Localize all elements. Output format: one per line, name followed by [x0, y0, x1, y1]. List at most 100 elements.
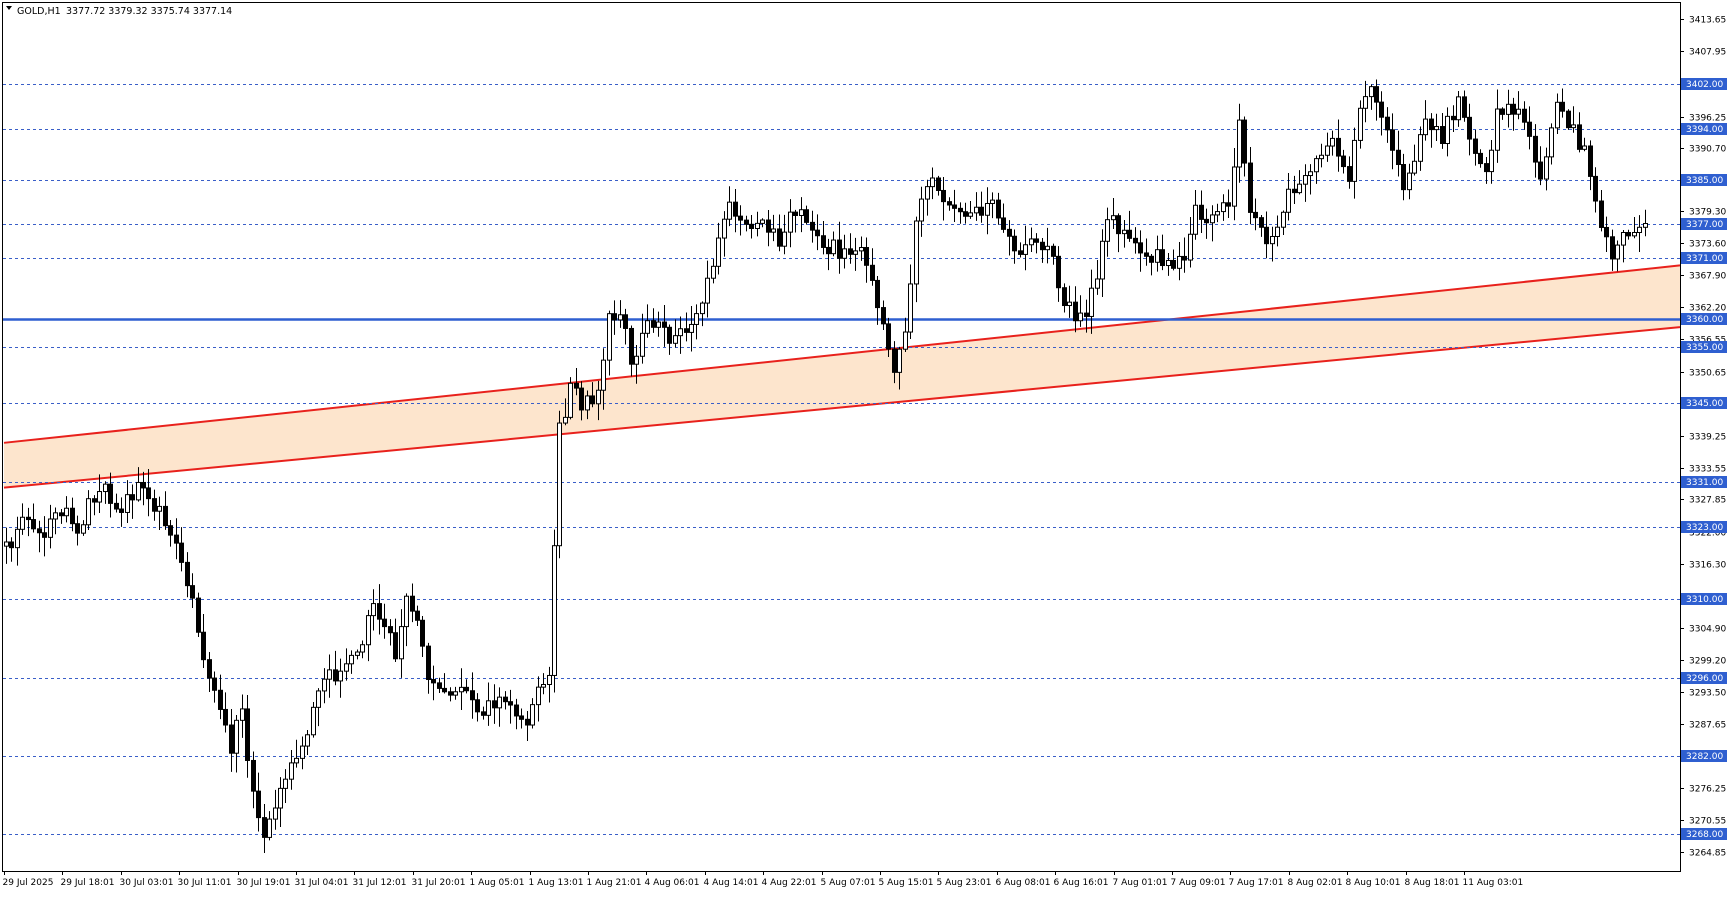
channel-lower-line[interactable]	[3, 326, 1681, 489]
level-label-3360.00: 3360.00	[1686, 315, 1723, 325]
candle	[875, 275, 880, 325]
candle	[881, 300, 886, 331]
candle-body	[990, 199, 995, 204]
level-label-bg	[1681, 593, 1727, 605]
candle-body	[645, 320, 650, 334]
candle	[629, 325, 634, 377]
level-label-bg	[1681, 397, 1727, 409]
candle	[662, 305, 667, 347]
candle	[15, 516, 20, 566]
price-tick-label: 3413.65	[1689, 16, 1726, 26]
channel-upper-line[interactable]	[3, 264, 1681, 444]
time-tick-label: 5 Aug 07:01	[821, 878, 876, 888]
candle-body	[404, 595, 409, 628]
candle	[64, 496, 69, 523]
candle	[377, 584, 382, 635]
candle-body	[947, 201, 952, 206]
time-axis[interactable]: 29 Jul 2025 29 Jul 18:01 30 Jul 03:01 30 Ju…	[3, 871, 1524, 888]
candle	[464, 679, 469, 694]
candle	[1566, 109, 1571, 130]
candle-body	[1067, 301, 1072, 307]
price-tick-label: 3327.85	[1689, 496, 1726, 506]
candle-body	[289, 762, 294, 780]
candle-body	[212, 677, 217, 691]
candle-body	[185, 561, 190, 587]
candle	[1412, 144, 1417, 176]
candle	[749, 215, 754, 239]
candle-body	[234, 719, 239, 754]
candle-body	[1434, 126, 1439, 131]
candle-body	[240, 708, 245, 721]
price-tick-label: 3299.20	[1689, 657, 1726, 667]
candle-body	[568, 382, 573, 418]
triangle-down-icon[interactable]	[6, 6, 12, 10]
candle	[37, 520, 42, 553]
candle-body	[1226, 202, 1231, 207]
candle	[897, 346, 902, 390]
candle-body	[574, 382, 579, 389]
candle	[152, 489, 157, 521]
candle-body	[1325, 145, 1330, 156]
candle-body	[497, 696, 502, 709]
candle-body	[1347, 166, 1352, 182]
candle-body	[130, 494, 135, 501]
candle	[1242, 116, 1247, 177]
level-label-3323.00: 3323.00	[1686, 523, 1723, 533]
candle	[777, 214, 782, 252]
candle-body	[1182, 255, 1187, 261]
candle	[733, 188, 738, 233]
candle	[1440, 112, 1445, 149]
candle	[1270, 226, 1275, 262]
candle-body	[1566, 110, 1571, 129]
candle	[256, 772, 261, 832]
candle	[1352, 127, 1357, 199]
time-tick-label: 4 Aug 14:01	[704, 878, 759, 888]
time-tick-label: 5 Aug 23:01	[937, 878, 992, 888]
candle-body	[1199, 204, 1204, 220]
candle	[1303, 164, 1308, 202]
candle-body	[612, 313, 617, 321]
candle-body	[1445, 115, 1450, 145]
candle	[196, 592, 201, 638]
candle-body	[842, 248, 847, 259]
price-tick-label: 3339.25	[1689, 433, 1726, 443]
candle	[667, 324, 672, 355]
candle	[1045, 227, 1050, 264]
candle	[1363, 80, 1368, 123]
candle	[1127, 210, 1132, 242]
candle	[481, 706, 486, 720]
candle-body	[727, 201, 732, 220]
candle-body	[327, 669, 332, 680]
candle-body	[316, 690, 321, 708]
candle-body	[1029, 238, 1034, 246]
candle	[552, 529, 557, 693]
candle	[1138, 230, 1143, 272]
candle-body	[1429, 118, 1434, 131]
level-label-bg	[1681, 341, 1727, 353]
candle	[760, 218, 765, 228]
candle	[212, 671, 217, 703]
candle	[821, 220, 826, 255]
level-label-bg	[1681, 218, 1727, 230]
candle	[607, 310, 612, 376]
candle	[722, 211, 727, 257]
candle	[684, 312, 689, 342]
candle-body	[1637, 226, 1642, 234]
candle	[1248, 147, 1253, 225]
candle	[475, 693, 480, 722]
candle-body	[1341, 155, 1346, 168]
price-tick-label: 3356.55	[1689, 336, 1726, 346]
symbol-label: GOLD,H1	[17, 6, 61, 17]
price-channel[interactable]	[3, 264, 1681, 489]
candle	[1237, 103, 1242, 183]
candle-body	[37, 528, 42, 534]
candle-body	[1281, 211, 1286, 228]
candle	[437, 677, 442, 693]
candle-body	[48, 518, 53, 538]
candle	[536, 676, 541, 722]
candle	[1423, 100, 1428, 141]
level-label-3402.00: 3402.00	[1686, 80, 1723, 90]
candle-body	[1232, 166, 1237, 207]
